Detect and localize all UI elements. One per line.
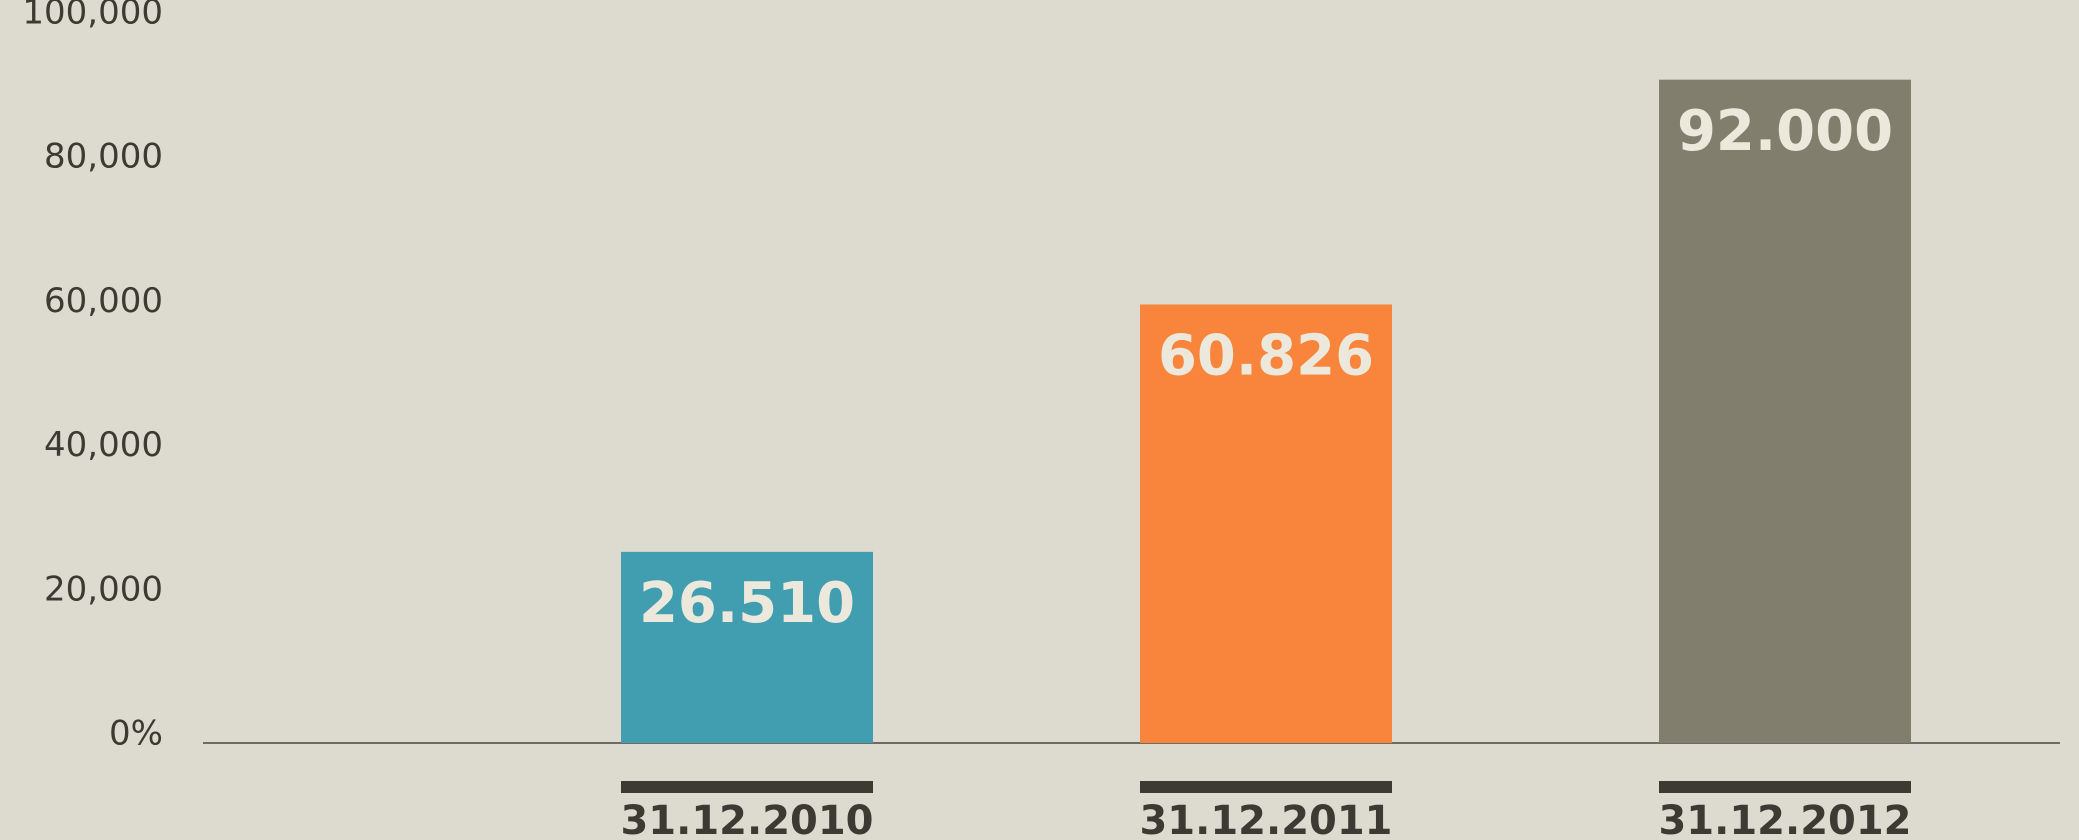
bar: [621, 551, 873, 743]
value-label: 60.826: [1158, 324, 1374, 389]
y-tick-label: 100,000: [22, 0, 163, 33]
bar: [1659, 79, 1911, 744]
x-tick-label: 31.12.2011: [1139, 798, 1392, 840]
bar: [1140, 304, 1392, 743]
value-label: 26.510: [639, 571, 855, 636]
category-underline: [621, 781, 873, 793]
y-tick-label: 40,000: [44, 425, 163, 465]
x-tick-label: 31.12.2012: [1658, 798, 1911, 840]
category-underline: [1659, 781, 1911, 793]
category-underline: [1140, 781, 1392, 793]
x-tick-label: 31.12.2010: [620, 798, 873, 840]
y-tick-label: 60,000: [44, 281, 163, 321]
y-tick-label: 20,000: [44, 569, 163, 609]
y-tick-label: 80,000: [44, 137, 163, 177]
y-tick-label: 0%: [109, 714, 163, 754]
value-label: 92.000: [1677, 99, 1893, 164]
